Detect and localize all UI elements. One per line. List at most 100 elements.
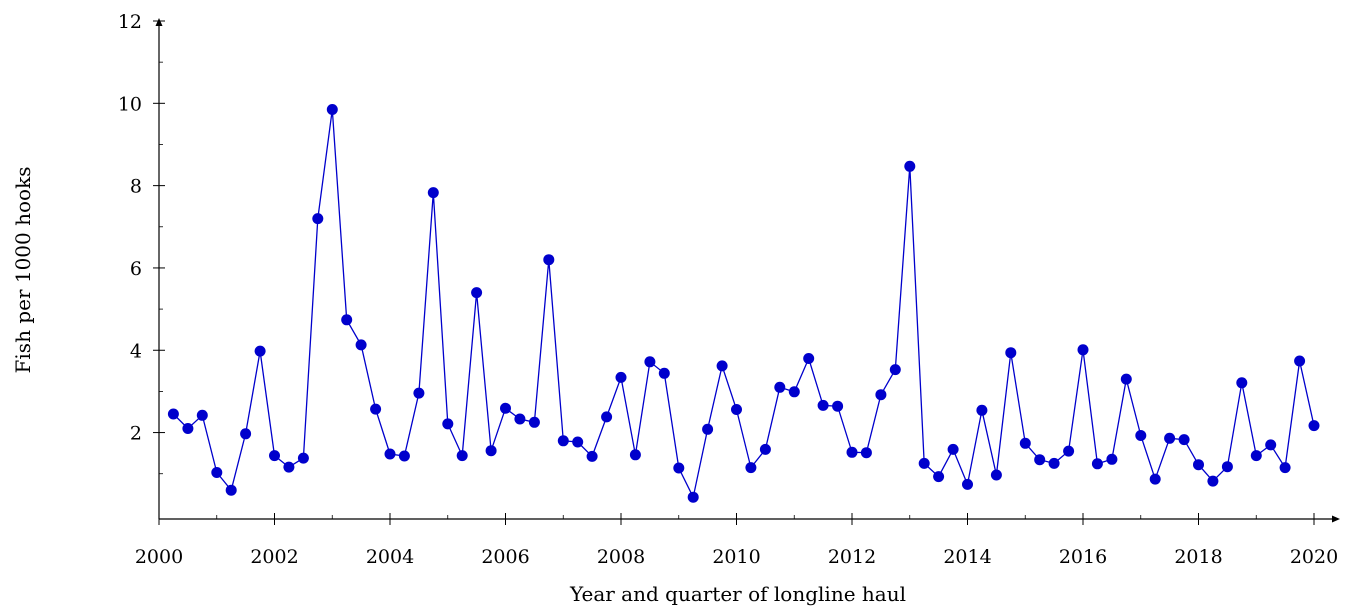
data-point	[1120, 373, 1132, 385]
data-point	[1294, 355, 1306, 367]
data-point	[413, 387, 425, 399]
data-point	[182, 423, 194, 434]
minor-ticks	[159, 61, 1257, 519]
series-line	[172, 109, 1315, 500]
data-point	[658, 367, 670, 379]
data-point	[745, 462, 757, 474]
y-tick-label: 4	[130, 340, 142, 362]
data-point	[1034, 454, 1046, 466]
data-point	[312, 213, 324, 225]
data-point	[427, 187, 439, 199]
series-points	[167, 104, 1320, 503]
data-point	[716, 360, 728, 372]
major-ticks: 2000 2002 2004 2006 2008 2010 2012 2014 2016 2018…	[118, 11, 1338, 568]
y-tick-label: 2	[130, 423, 142, 445]
data-point	[918, 457, 930, 469]
data-point	[832, 400, 844, 412]
x-tick-label: 2018	[1174, 546, 1222, 568]
data-point	[269, 450, 280, 462]
data-point	[341, 314, 353, 326]
data-point	[629, 449, 641, 461]
x-tick-label: 2012	[828, 546, 876, 568]
x-tick-label: 2000	[135, 546, 183, 568]
data-point	[846, 446, 858, 458]
data-point	[586, 450, 598, 462]
y-axis-label: Fish per 1000 hooks	[11, 167, 35, 374]
data-point	[875, 389, 887, 401]
data-point	[860, 447, 872, 459]
data-point	[398, 450, 410, 462]
data-point	[572, 436, 584, 448]
data-point	[254, 345, 266, 357]
data-point	[1063, 445, 1075, 457]
data-point	[976, 404, 988, 416]
y-axis-arrow	[155, 18, 163, 26]
data-point	[1019, 437, 1031, 449]
x-tick-label: 2020	[1290, 546, 1338, 568]
data-point	[1178, 434, 1190, 446]
x-tick-label: 2014	[943, 546, 991, 568]
data-point	[167, 408, 179, 420]
data-point	[962, 478, 973, 490]
x-axis-arrow	[1332, 515, 1340, 523]
data-point	[1207, 475, 1219, 487]
y-tick-label: 8	[130, 176, 142, 198]
data-point	[355, 339, 367, 351]
data-point	[1193, 459, 1204, 471]
data-point	[1106, 453, 1118, 465]
data-point	[673, 462, 685, 474]
data-point	[933, 471, 945, 483]
data-point	[225, 484, 237, 496]
data-point	[1048, 457, 1060, 469]
data-point	[1164, 432, 1176, 444]
x-tick-label: 2016	[1059, 546, 1107, 568]
data-point	[687, 491, 699, 503]
data-point	[759, 443, 771, 455]
data-point	[817, 399, 829, 411]
data-point	[500, 402, 511, 414]
y-tick-label: 10	[118, 93, 142, 115]
data-point	[644, 356, 656, 368]
data-point	[889, 364, 901, 376]
data-point	[384, 448, 396, 460]
data-point	[1091, 458, 1103, 470]
data-point	[471, 287, 483, 299]
data-point	[1265, 439, 1277, 451]
data-point	[803, 353, 815, 364]
data-point	[514, 413, 526, 425]
x-tick-label: 2006	[481, 546, 529, 568]
data-point	[485, 445, 497, 457]
x-tick-label: 2008	[597, 546, 645, 568]
data-point	[283, 461, 295, 473]
data-point	[557, 435, 569, 447]
data-point	[1221, 461, 1233, 473]
data-point	[543, 254, 555, 266]
y-tick-label: 6	[130, 258, 142, 280]
data-point	[1250, 450, 1262, 462]
data-point	[1308, 420, 1320, 432]
y-tick-label: 12	[118, 11, 142, 33]
data-point	[702, 423, 714, 435]
x-axis-label: Year and quarter of longline haul	[569, 582, 906, 606]
data-point	[196, 409, 208, 421]
data-point	[731, 404, 742, 415]
data-point	[1279, 462, 1291, 474]
x-tick-label: 2004	[366, 546, 414, 568]
data-point	[788, 386, 800, 398]
data-point	[615, 371, 627, 383]
data-point	[456, 450, 468, 462]
data-point	[1135, 430, 1147, 441]
data-point	[947, 443, 959, 455]
data-point	[240, 428, 252, 440]
data-point	[370, 403, 382, 415]
data-point	[904, 160, 916, 172]
data-point	[442, 418, 454, 430]
axes	[155, 18, 1340, 523]
data-point	[1149, 473, 1161, 485]
data-point	[601, 411, 613, 423]
data-point	[1005, 347, 1017, 359]
data-point	[211, 467, 223, 478]
data-point	[1236, 377, 1248, 389]
data-point	[1077, 344, 1089, 356]
